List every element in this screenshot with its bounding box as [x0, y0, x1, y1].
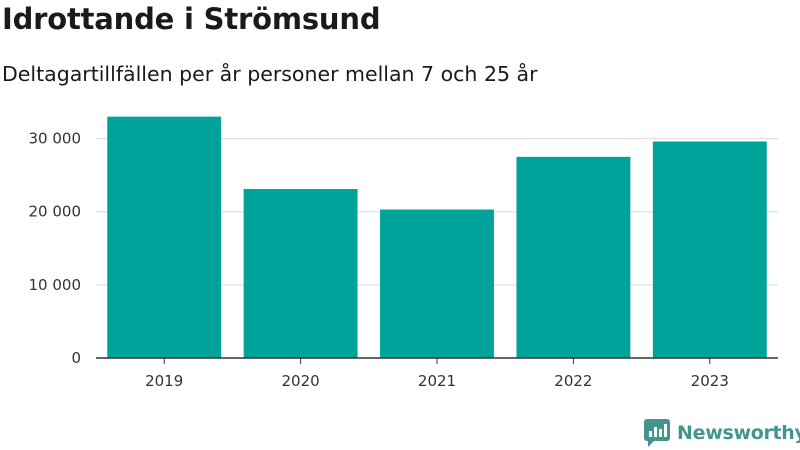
brand-name: Newsworthy	[677, 422, 800, 444]
x-tick-label: 2023	[691, 372, 729, 390]
bars	[107, 116, 767, 358]
y-tick-label: 20 000	[29, 203, 82, 221]
axes: 0 10 000 20 000 30 000 2019 2020 2021 2022 2023	[29, 130, 778, 390]
x-tick-label: 2020	[282, 372, 320, 390]
x-tick-label: 2019	[145, 372, 183, 390]
y-tick-label: 10 000	[29, 276, 82, 294]
newsworthy-brand: Newsworthy	[644, 419, 800, 447]
newsworthy-logo-icon	[644, 419, 670, 447]
bar-2021	[380, 209, 494, 358]
y-tick-label: 0	[71, 349, 81, 367]
chart-subtitle: Deltagartillfällen per år personer mella…	[2, 62, 538, 86]
bar-2023	[652, 141, 767, 358]
bar-2022	[516, 156, 631, 358]
chart-title: Idrottande i Strömsund	[2, 2, 381, 36]
y-tick-label: 30 000	[29, 130, 82, 148]
x-tick-label: 2022	[554, 372, 592, 390]
x-tick-label: 2021	[418, 372, 456, 390]
bar-2019	[107, 116, 222, 358]
bar-2020	[243, 189, 358, 358]
